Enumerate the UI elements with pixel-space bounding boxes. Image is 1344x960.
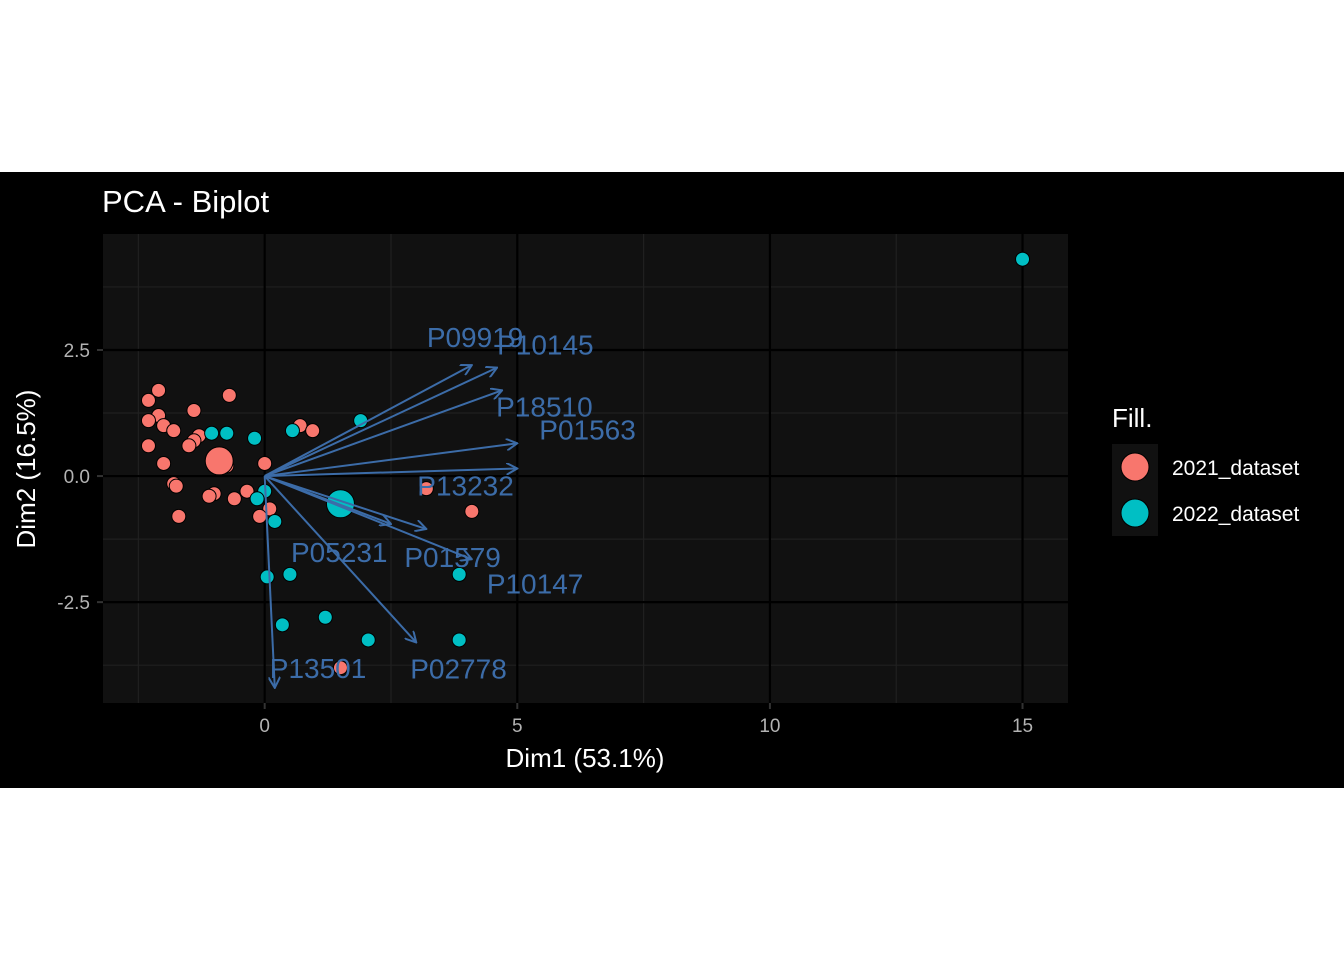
y-tick-label: 2.5 [64,341,90,362]
data-point [282,566,298,582]
data-point [418,481,434,497]
variable-arrow [264,443,518,478]
variable-arrow [264,469,518,478]
data-point [181,438,197,454]
variable-label: P01563 [539,414,636,445]
variable-label: P02778 [410,653,507,684]
data-point [451,566,467,582]
points-2022-dataset [204,251,1031,648]
data-point [204,425,220,441]
data-point [305,423,321,439]
data-point [219,425,235,441]
plot-panel [103,234,1068,703]
data-point [186,403,202,419]
data-point [284,423,300,439]
variable-arrow [264,365,472,477]
variable-arrow [264,475,427,529]
legend-key-2021 [1120,452,1150,482]
data-point [166,423,182,439]
data-point [171,508,187,524]
data-point [451,632,467,648]
variable-label: P09919 [427,322,524,353]
data-point [221,387,237,403]
x-tick-label: 0 [259,716,270,737]
variable-arrow [264,368,497,477]
data-point [140,392,156,408]
axis-tick-labels: 0 5 10 15 -2.5 0.0 2.5 [57,341,1033,737]
y-tick-label: -2.5 [57,593,90,614]
data-point [332,660,348,676]
data-point [267,513,283,529]
variable-label: P13232 [417,471,514,502]
variable-arrow [263,475,417,642]
legend: Fill. 2021_dataset 2022_dataset [1112,403,1299,536]
variable-label: P05231 [291,537,388,568]
variable-arrow [264,390,502,478]
data-point [247,430,263,446]
x-tick-label: 10 [759,716,780,737]
variable-label: P13501 [270,653,367,684]
variable-label: P10145 [497,330,594,361]
plot-title: PCA - Biplot [102,184,270,219]
data-point [360,632,376,648]
legend-title: Fill. [1112,403,1152,433]
data-point [252,508,268,524]
data-point [1015,251,1031,267]
x-axis-title: Dim1 (53.1%) [506,743,665,773]
legend-key-2022 [1120,498,1150,528]
legend-label-2021: 2021_dataset [1172,457,1299,480]
data-point [259,569,275,585]
variable-arrows [263,365,518,688]
data-point [257,455,273,471]
y-tick-label: 0.0 [64,467,90,488]
data-point [140,413,156,429]
x-tick-label: 5 [512,716,523,737]
legend-label-2022: 2022_dataset [1172,503,1299,526]
x-tick-label: 15 [1012,716,1033,737]
data-point [151,382,167,398]
data-point [317,609,333,625]
data-point [249,491,265,507]
axis-ticks [97,348,1024,709]
y-axis-title: Dim2 (16.5%) [11,390,41,549]
variable-label: P10147 [487,568,584,599]
variable-arrow [264,475,472,559]
data-point [140,438,156,454]
variable-arrow [263,476,275,688]
variable-label: P01579 [404,542,501,573]
group-centroid [204,446,234,476]
data-point [201,488,217,504]
data-point [239,483,255,499]
data-point [156,455,172,471]
variable-label: P18510 [496,391,593,422]
data-point [274,617,290,633]
data-point [168,478,184,494]
data-point [226,491,242,507]
data-point [464,503,480,519]
